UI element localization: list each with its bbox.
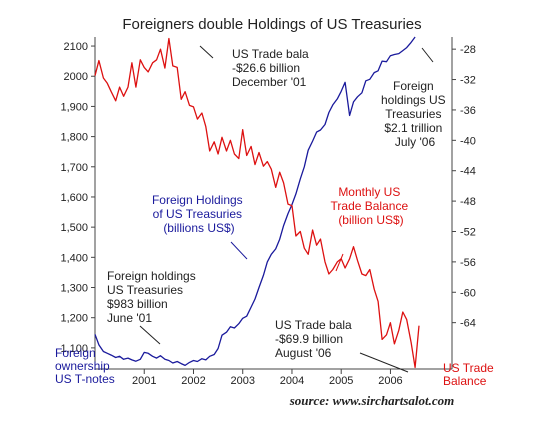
left-tick-label: 1,500 [60, 222, 88, 234]
left-tick-label: 2100 [64, 41, 88, 53]
annotation-line: (billion US$) [338, 213, 403, 227]
annotation-line: holdings US [381, 93, 446, 107]
annotation-line: Foreign [393, 79, 434, 93]
annotation-line: US Trade bala [275, 318, 352, 332]
annotation-line: $983 billion [107, 297, 168, 311]
right-axis-label: US Trade Balance [443, 361, 497, 388]
left-ticks: 1,100 1,200 1,300 1,400 1,500 1,600 1,700 1,800… [60, 41, 95, 355]
right-tick-label: -56 [460, 257, 476, 269]
pointer-dec01 [199, 45, 214, 59]
annotation-line: Balance [443, 374, 487, 388]
annotation-line: Foreign Holdings [152, 193, 243, 207]
pointer-jun01 [139, 325, 161, 345]
annotation-line: of US Treasuries [153, 207, 242, 221]
annotation-line: Foreign [55, 346, 96, 360]
left-tick-label: 1,700 [60, 162, 88, 174]
annotation-line: $2.1 trillion [384, 121, 442, 135]
annotation-line: Monthly US [338, 185, 400, 199]
annotation-foreign-jul06: Foreign holdings US Treasuries $2.1 tril… [381, 79, 449, 149]
right-ticks: -28 -32 -36 -40 -44 -48 -52 -56 -60 -64 [452, 44, 476, 330]
annotation-line: -$26.6 billion [232, 61, 300, 75]
pointer-aug06 [359, 352, 409, 373]
annotation-line: -$69.9 billion [275, 332, 343, 346]
right-tick-label: -64 [460, 318, 476, 330]
right-tick-label: -32 [460, 75, 476, 87]
x-ticks: 2001 2002 2003 2004 2005 2006 [132, 369, 403, 387]
annotation-line: US T-notes [55, 372, 115, 386]
right-tick-label: -28 [460, 44, 476, 56]
left-tick-label: 1,800 [60, 132, 88, 144]
annotation-line: July '06 [395, 135, 436, 149]
annotation-balance-label: Monthly US Trade Balance (billion US$) [331, 185, 412, 227]
annotation-line: US Trade [443, 361, 494, 375]
x-tick-label: 2003 [230, 375, 254, 387]
right-tick-label: -60 [460, 287, 476, 299]
series-lines [94, 36, 420, 369]
annotation-line: (billions US$) [163, 221, 234, 235]
annotations: US Trade bala -$26.6 billion December '0… [55, 45, 497, 388]
source-credit: source: www.sirchartsalot.com [289, 393, 455, 408]
left-tick-label: 1,600 [60, 192, 88, 204]
trade-balance-series-line [94, 37, 420, 369]
annotation-line: US Treasuries [107, 283, 183, 297]
annotation-line: US Trade bala [232, 47, 309, 61]
right-tick-label: -36 [460, 105, 476, 117]
left-tick-label: 1,300 [60, 283, 88, 295]
x-tick-label: 2002 [181, 375, 205, 387]
axes [94, 37, 453, 370]
annotation-line: June '01 [107, 311, 152, 325]
annotation-line: Treasuries [385, 107, 441, 121]
left-tick-label: 1,400 [60, 252, 88, 264]
left-tick-label: 1,100 [60, 343, 88, 355]
annotation-line: ownership [55, 359, 110, 373]
x-tick-label: 2006 [378, 375, 402, 387]
annotation-line: Trade Balance [331, 199, 409, 213]
x-tick-label: 2005 [329, 375, 353, 387]
annotation-line: August '06 [275, 346, 332, 360]
left-tick-label: 1,200 [60, 313, 88, 325]
annotation-holdings-label: Foreign Holdings of US Treasuries (billi… [152, 193, 246, 235]
left-tick-label: 1,900 [60, 101, 88, 113]
annotation-line: December '01 [232, 75, 307, 89]
pointer-holdings [230, 241, 248, 260]
annotation-foreign-jun01: Foreign holdings US Treasuries $983 bill… [107, 269, 199, 325]
chart-title: Foreigners double Holdings of US Treasur… [122, 16, 421, 33]
right-tick-label: -40 [460, 135, 476, 147]
annotation-trade-dec01: US Trade bala -$26.6 billion December '0… [232, 47, 312, 89]
pointer-jul06 [421, 47, 434, 63]
right-tick-label: -52 [460, 226, 476, 238]
x-tick-label: 2004 [280, 375, 304, 387]
x-tick-label: 2001 [132, 375, 156, 387]
holdings-series-line [94, 36, 416, 367]
right-tick-label: -44 [460, 166, 476, 178]
left-axis-label: Foreign ownership US T-notes [55, 346, 115, 386]
annotation-line: Foreign holdings [107, 269, 196, 283]
right-tick-label: -48 [460, 196, 476, 208]
left-tick-label: 2000 [64, 71, 88, 83]
pointer-balance [335, 253, 344, 272]
annotation-trade-aug06: US Trade bala -$69.9 billion August '06 [275, 318, 355, 360]
